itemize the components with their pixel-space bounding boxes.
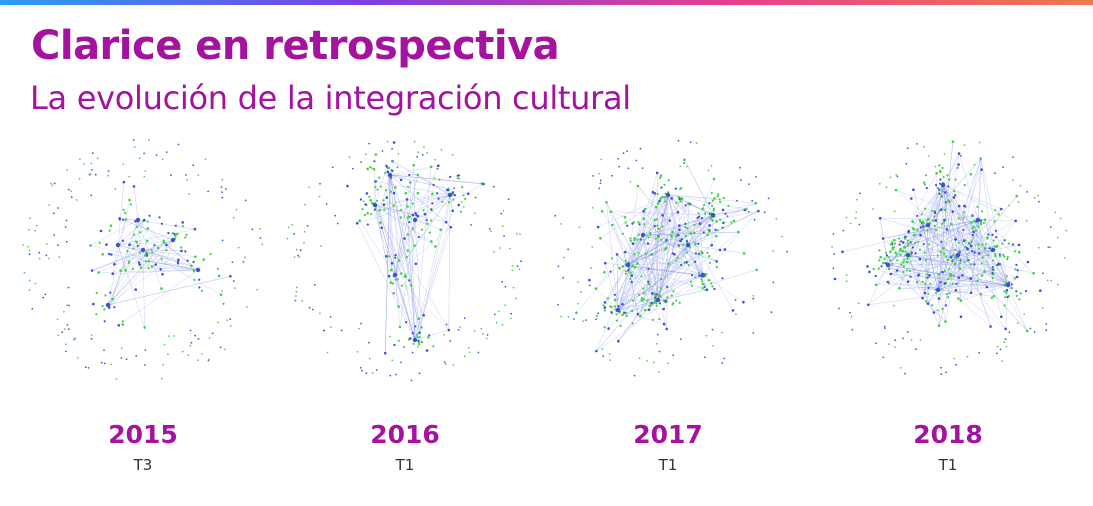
graph-edges bbox=[576, 159, 759, 352]
graph-nodes bbox=[22, 139, 264, 380]
graph-edges bbox=[90, 182, 231, 328]
panel-2017: 2017 T1 bbox=[538, 125, 798, 480]
page-subtitle: La evolución de la integración cultural bbox=[30, 79, 631, 117]
panel-2018: 2018 T1 bbox=[818, 125, 1078, 480]
network-graph-icon bbox=[554, 139, 788, 377]
network-graph-icon bbox=[22, 139, 264, 380]
network-graph-icon bbox=[831, 140, 1068, 375]
panel-year: 2017 bbox=[633, 420, 703, 449]
gradient-top-bar bbox=[0, 0, 1093, 5]
graph-nodes bbox=[831, 140, 1068, 375]
graph-edges bbox=[356, 160, 484, 354]
graph-nodes bbox=[554, 139, 788, 377]
panel-period: T1 bbox=[658, 456, 678, 474]
panel-year: 2015 bbox=[108, 420, 178, 449]
panel-2016: 2016 T1 bbox=[275, 125, 535, 480]
panel-year: 2016 bbox=[370, 420, 440, 449]
panel-period: T1 bbox=[938, 456, 958, 474]
page-title: Clarice en retrospectiva bbox=[31, 23, 560, 69]
graph-nodes bbox=[286, 140, 522, 382]
panel-period: T3 bbox=[133, 456, 153, 474]
panel-2015: 2015 T3 bbox=[13, 125, 273, 480]
network-graph-icon bbox=[286, 140, 522, 382]
panel-year: 2018 bbox=[913, 420, 983, 449]
graph-edges bbox=[842, 141, 1034, 332]
panel-period: T1 bbox=[395, 456, 415, 474]
